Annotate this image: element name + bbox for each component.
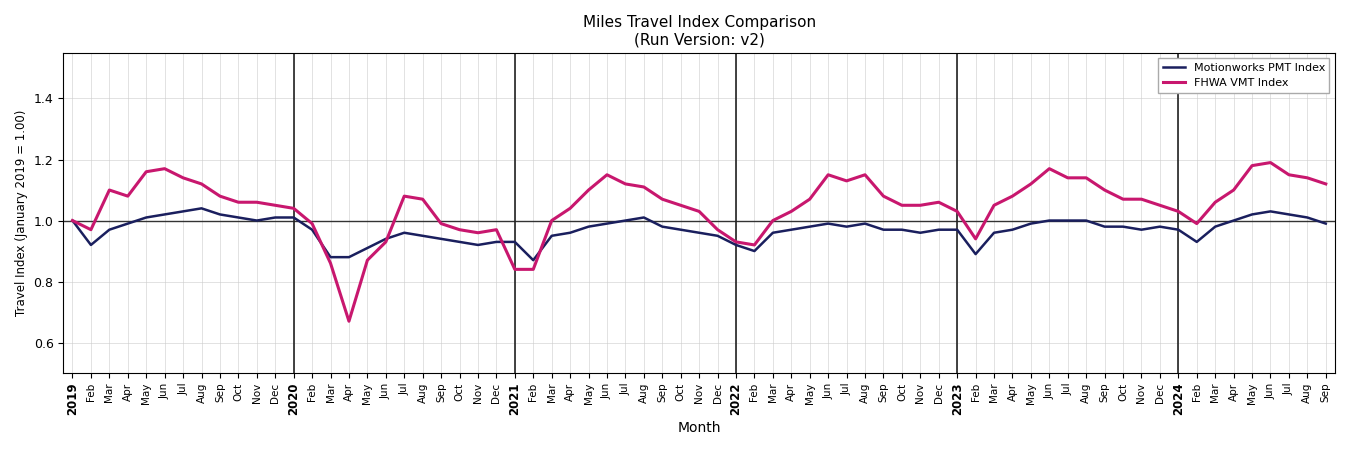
FHWA VMT Index: [157, 166, 173, 171]
Title: Miles Travel Index Comparison
(Run Version: v2): Miles Travel Index Comparison (Run Versi…: [583, 15, 815, 47]
Motionworks PMT Index: [1318, 221, 1334, 226]
Motionworks PMT Index: [1299, 215, 1315, 220]
Motionworks PMT Index: [819, 221, 836, 226]
FHWA VMT Index: [65, 218, 81, 223]
Motionworks PMT Index: [525, 257, 541, 263]
X-axis label: Month: Month: [678, 421, 721, 435]
Y-axis label: Travel Index (January 2019 = 1.00): Travel Index (January 2019 = 1.00): [15, 110, 28, 316]
Line: FHWA VMT Index: FHWA VMT Index: [73, 162, 1326, 321]
Line: Motionworks PMT Index: Motionworks PMT Index: [73, 208, 1326, 260]
Motionworks PMT Index: [193, 206, 209, 211]
FHWA VMT Index: [802, 197, 818, 202]
Motionworks PMT Index: [65, 218, 81, 223]
FHWA VMT Index: [1299, 175, 1315, 180]
Motionworks PMT Index: [323, 254, 339, 260]
FHWA VMT Index: [304, 221, 320, 226]
FHWA VMT Index: [1318, 181, 1334, 187]
FHWA VMT Index: [340, 319, 356, 324]
FHWA VMT Index: [267, 202, 284, 208]
Legend: Motionworks PMT Index, FHWA VMT Index: Motionworks PMT Index, FHWA VMT Index: [1158, 58, 1330, 93]
FHWA VMT Index: [1041, 166, 1057, 171]
Motionworks PMT Index: [286, 215, 302, 220]
Motionworks PMT Index: [1060, 218, 1076, 223]
Motionworks PMT Index: [157, 212, 173, 217]
FHWA VMT Index: [1262, 160, 1278, 165]
